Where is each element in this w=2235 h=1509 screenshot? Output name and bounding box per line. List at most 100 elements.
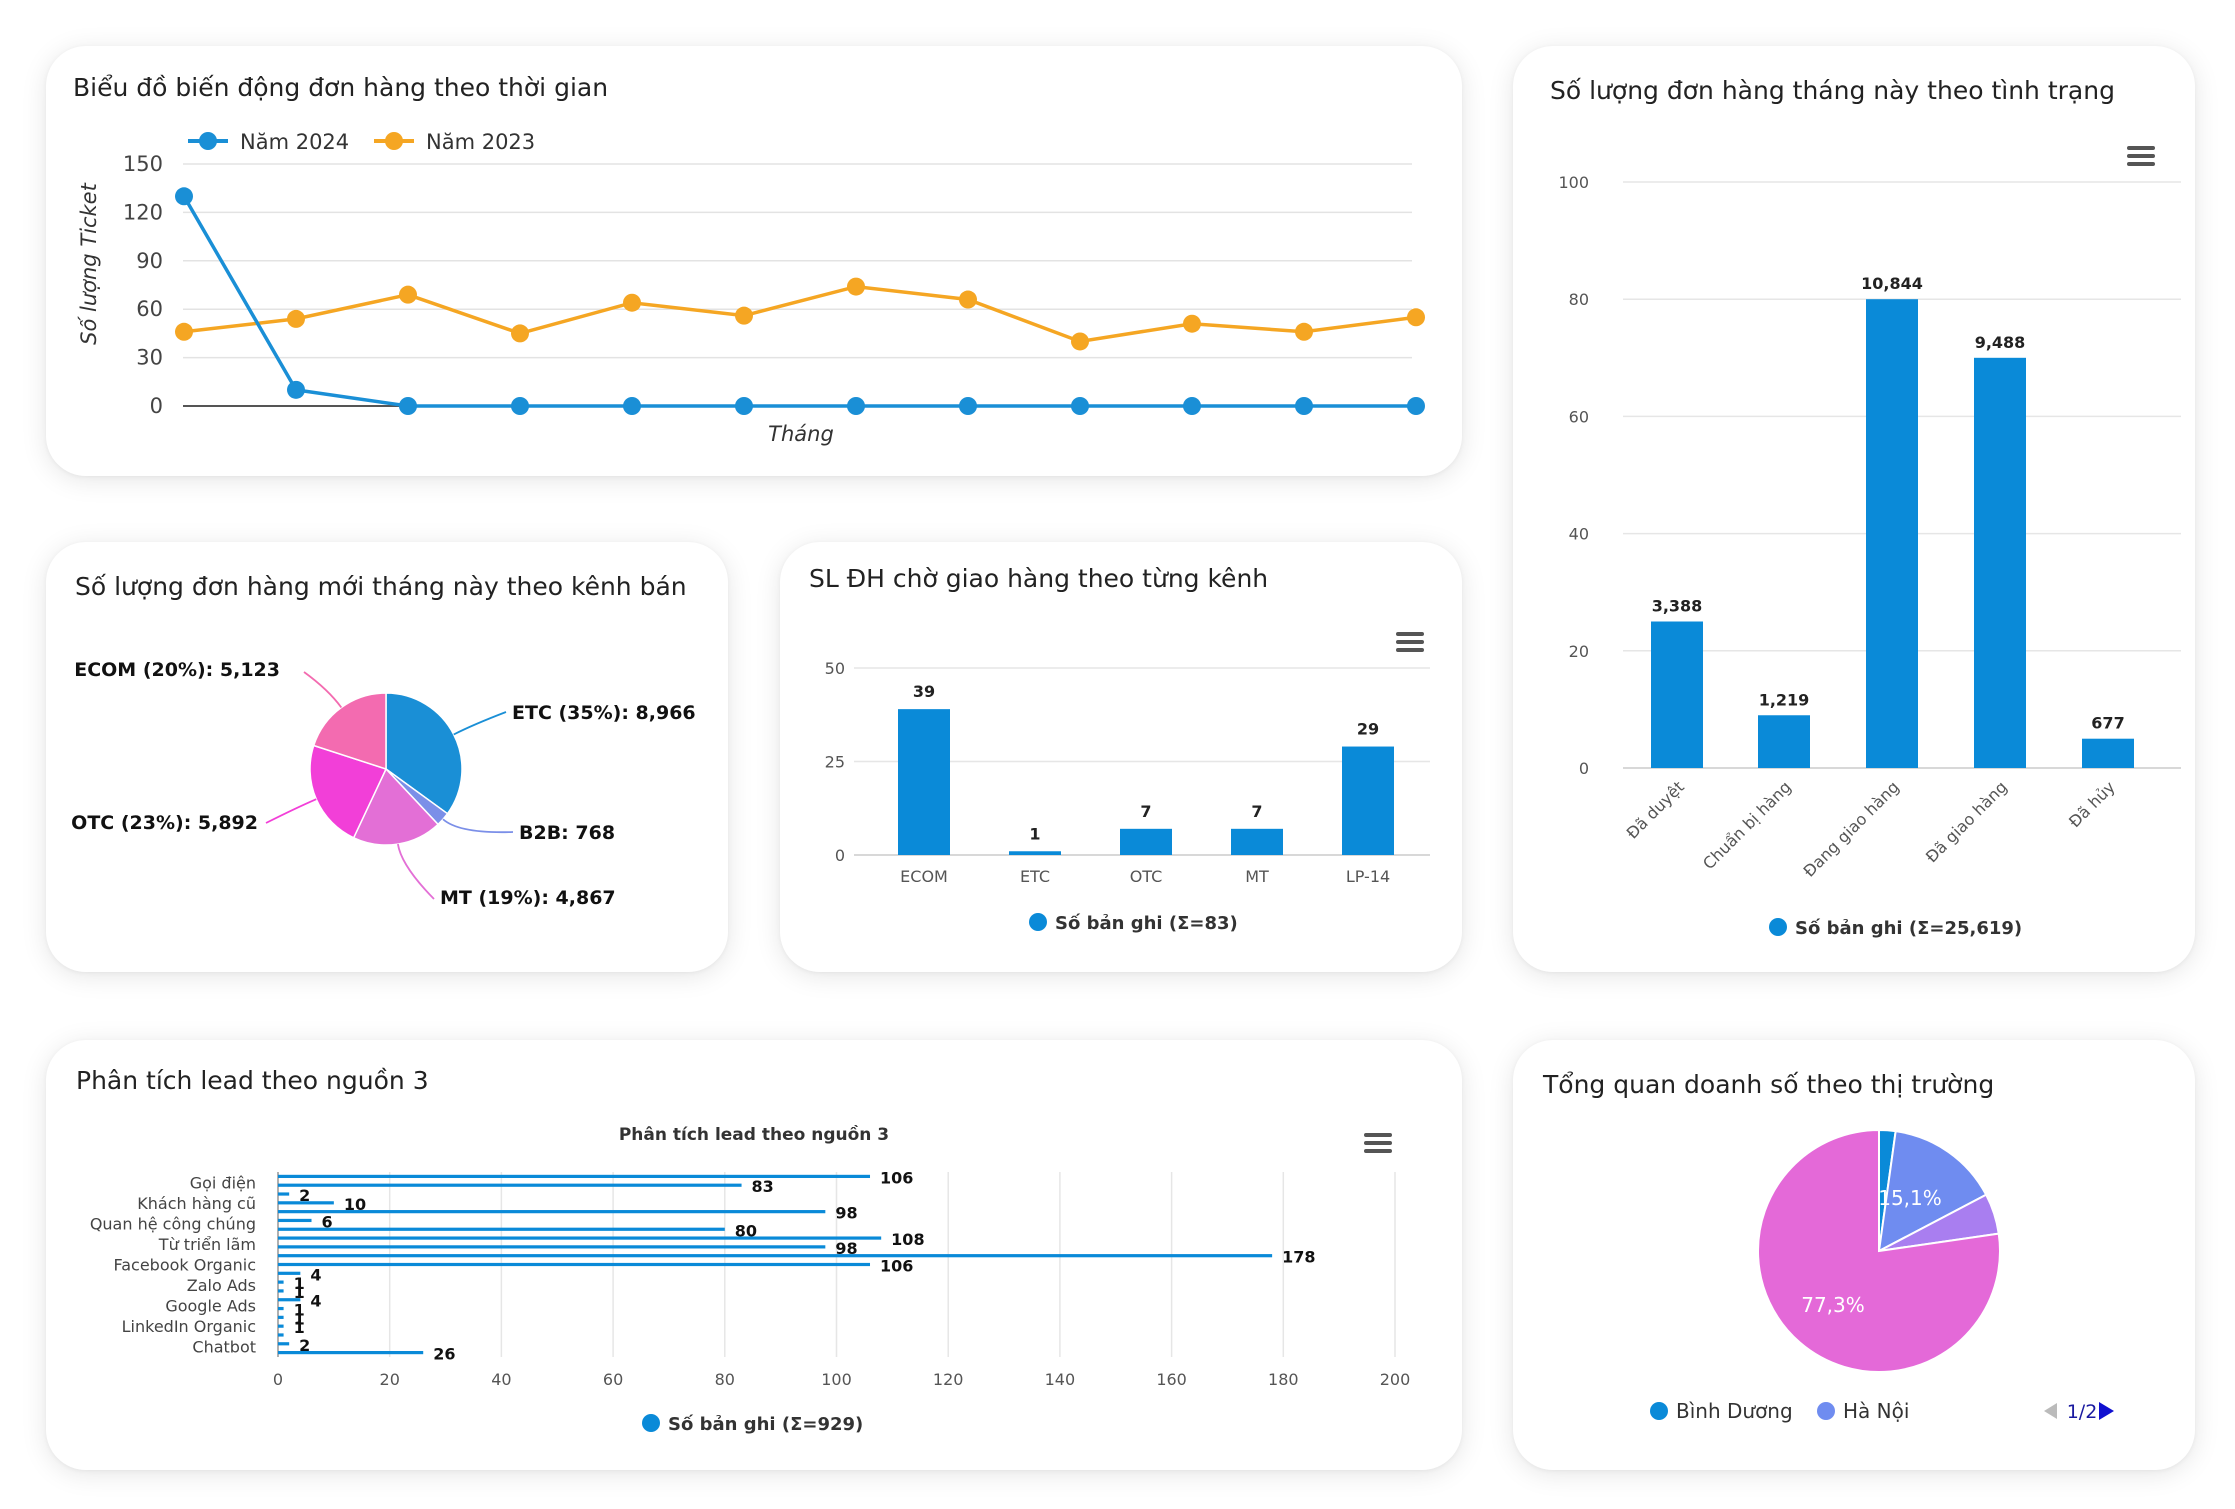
series-line xyxy=(182,195,1416,408)
bar xyxy=(278,1280,284,1284)
y-tick-label: 50 xyxy=(825,659,845,678)
bar xyxy=(1009,851,1061,855)
x-tick-label: 80 xyxy=(715,1370,735,1389)
market-pie-svg: 15,1% 77,3% Bình Dương Hà Nội 1/2 xyxy=(1650,1128,2114,1423)
y-tick-label: 0 xyxy=(835,846,845,865)
pager-label: 1/2 xyxy=(2067,1401,2098,1423)
y-tick-label: Khách hàng cũ xyxy=(137,1194,256,1213)
bar xyxy=(278,1183,742,1187)
y-tick-label: Google Ads xyxy=(165,1297,256,1316)
bar-data-label: 98 xyxy=(835,1239,857,1258)
legend-marker xyxy=(642,1414,660,1432)
data-point xyxy=(735,397,753,415)
bar-data-label: 2 xyxy=(299,1186,310,1205)
legend-label: Số bản ghi (Σ=83) xyxy=(1055,913,1238,934)
bar xyxy=(278,1324,284,1328)
hamburger-menu-icon[interactable] xyxy=(1396,632,1424,652)
hamburger-menu-icon[interactable] xyxy=(1364,1133,1392,1153)
bar xyxy=(278,1218,312,1223)
legend-label: Hà Nội xyxy=(1843,1399,1909,1423)
data-point xyxy=(1071,397,1089,415)
bar xyxy=(278,1227,725,1231)
bar-data-label: 1 xyxy=(294,1301,305,1320)
market-pie-card: Tổng quan doanh số theo thị trường 15,1%… xyxy=(1513,1040,2195,1470)
bar-data-label: 1 xyxy=(1029,824,1040,843)
bar xyxy=(2082,738,2134,768)
y-tick-label: 60 xyxy=(1569,407,1589,426)
pie-connector xyxy=(303,671,343,709)
pie-data-label: 15,1% xyxy=(1878,1186,1942,1210)
y-tick-label: Từ triển lãm xyxy=(158,1235,256,1254)
triangle-left-icon xyxy=(2044,1403,2057,1419)
bar-data-label: 1 xyxy=(294,1309,305,1328)
y-tick-label: 60 xyxy=(136,297,163,321)
status-chart-title: Số lượng đơn hàng tháng này theo tình tr… xyxy=(1550,76,2115,105)
waiting-chart-card: SL ĐH chờ giao hàng theo từng kênh 50 25 0… xyxy=(780,542,1462,972)
bar xyxy=(278,1315,284,1319)
x-tick-label: 0 xyxy=(273,1370,283,1389)
bar xyxy=(278,1298,301,1302)
legend-label: Năm 2023 xyxy=(426,130,535,154)
triangle-right-icon[interactable] xyxy=(2099,1402,2114,1420)
bar xyxy=(278,1245,826,1249)
pie-data-label: OTC (23%): 5,892 xyxy=(71,812,258,834)
data-point xyxy=(175,322,193,341)
bar-data-label: 10,844 xyxy=(1861,274,1923,293)
waiting-chart-svg: 50 25 0 39 ECOM 1 ETC 7 OTC 7 MT 29 LP-14 Số bản ghi … xyxy=(825,659,1430,934)
x-tick-label: 180 xyxy=(1268,1370,1299,1389)
x-tick-label: 120 xyxy=(933,1370,964,1389)
bar xyxy=(278,1236,882,1240)
data-point xyxy=(847,397,865,415)
bar-data-label: 1 xyxy=(294,1318,305,1337)
series-line xyxy=(183,284,1417,344)
hamburger-menu-icon[interactable] xyxy=(2127,146,2155,166)
x-tick-label: 60 xyxy=(603,1370,623,1389)
bar-data-label: 106 xyxy=(880,1168,913,1187)
bar-data-label: 2 xyxy=(299,1336,310,1355)
x-tick-label: OTC xyxy=(1130,867,1163,886)
bar xyxy=(278,1271,301,1275)
pie-slice xyxy=(1757,1128,2001,1373)
data-point xyxy=(1071,332,1089,351)
pie-connector xyxy=(442,818,514,834)
data-point xyxy=(399,397,417,415)
data-point xyxy=(959,397,977,415)
bar-data-label: 178 xyxy=(1282,1248,1315,1267)
x-tick-label: 20 xyxy=(380,1370,400,1389)
pie-data-label: B2B: 768 xyxy=(519,822,615,844)
data-point xyxy=(1183,314,1201,333)
x-tick-label: 40 xyxy=(491,1370,511,1389)
waiting-chart-title: SL ĐH chờ giao hàng theo từng kênh xyxy=(809,564,1269,593)
pie-connector xyxy=(397,843,435,900)
line-chart-title: Biểu đồ biến động đơn hàng theo thời gia… xyxy=(73,73,609,102)
data-point xyxy=(511,397,529,415)
legend-marker xyxy=(1769,918,1787,936)
legend-label: Bình Dương xyxy=(1676,1399,1793,1423)
data-point xyxy=(735,306,753,325)
bar-data-label: 10 xyxy=(344,1195,366,1214)
bar-data-label: 1,219 xyxy=(1759,690,1810,709)
data-point xyxy=(623,293,641,312)
channel-pie-card: Số lượng đơn hàng mới tháng này theo kên… xyxy=(46,542,728,972)
x-axis-label: Tháng xyxy=(768,422,834,446)
x-tick-label: ECOM xyxy=(900,867,948,886)
x-tick-label: MT xyxy=(1245,867,1269,886)
bar xyxy=(278,1210,826,1214)
lead-chart-card: Phân tích lead theo nguồn 3 Phân tích le… xyxy=(46,1040,1462,1470)
pie-data-label: 77,3% xyxy=(1801,1293,1865,1317)
x-tick-label: Đang giao hàng xyxy=(1800,777,1903,880)
line-chart-card: Biểu đồ biến động đơn hàng theo thời gia… xyxy=(46,46,1462,476)
bar xyxy=(278,1306,284,1311)
legend-marker xyxy=(1817,1402,1835,1420)
x-tick-label: 100 xyxy=(821,1370,852,1389)
pie-data-label: ECOM (20%): 5,123 xyxy=(74,659,280,681)
pie-connector xyxy=(453,711,507,736)
bar-data-label: 106 xyxy=(880,1257,913,1276)
bar xyxy=(278,1262,871,1267)
bar xyxy=(1342,746,1394,855)
bar-data-label: 108 xyxy=(891,1230,924,1249)
bar-data-label: 7 xyxy=(1251,802,1262,821)
legend-label: Số bản ghi (Σ=929) xyxy=(668,1414,863,1435)
bar-data-label: 9,488 xyxy=(1975,333,2026,352)
y-tick-label: 0 xyxy=(150,394,163,418)
